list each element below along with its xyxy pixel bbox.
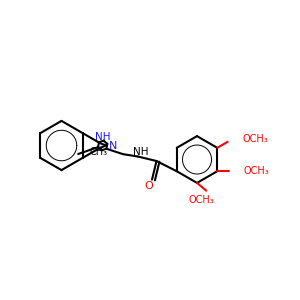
- Text: CH₃: CH₃: [90, 148, 108, 158]
- Text: OCH₃: OCH₃: [244, 166, 269, 176]
- Text: OCH₃: OCH₃: [189, 195, 214, 205]
- Text: NH: NH: [133, 147, 148, 157]
- Text: O: O: [144, 181, 153, 190]
- Text: N: N: [109, 141, 117, 151]
- Text: OCH₃: OCH₃: [242, 134, 268, 144]
- Text: NH: NH: [94, 132, 110, 142]
